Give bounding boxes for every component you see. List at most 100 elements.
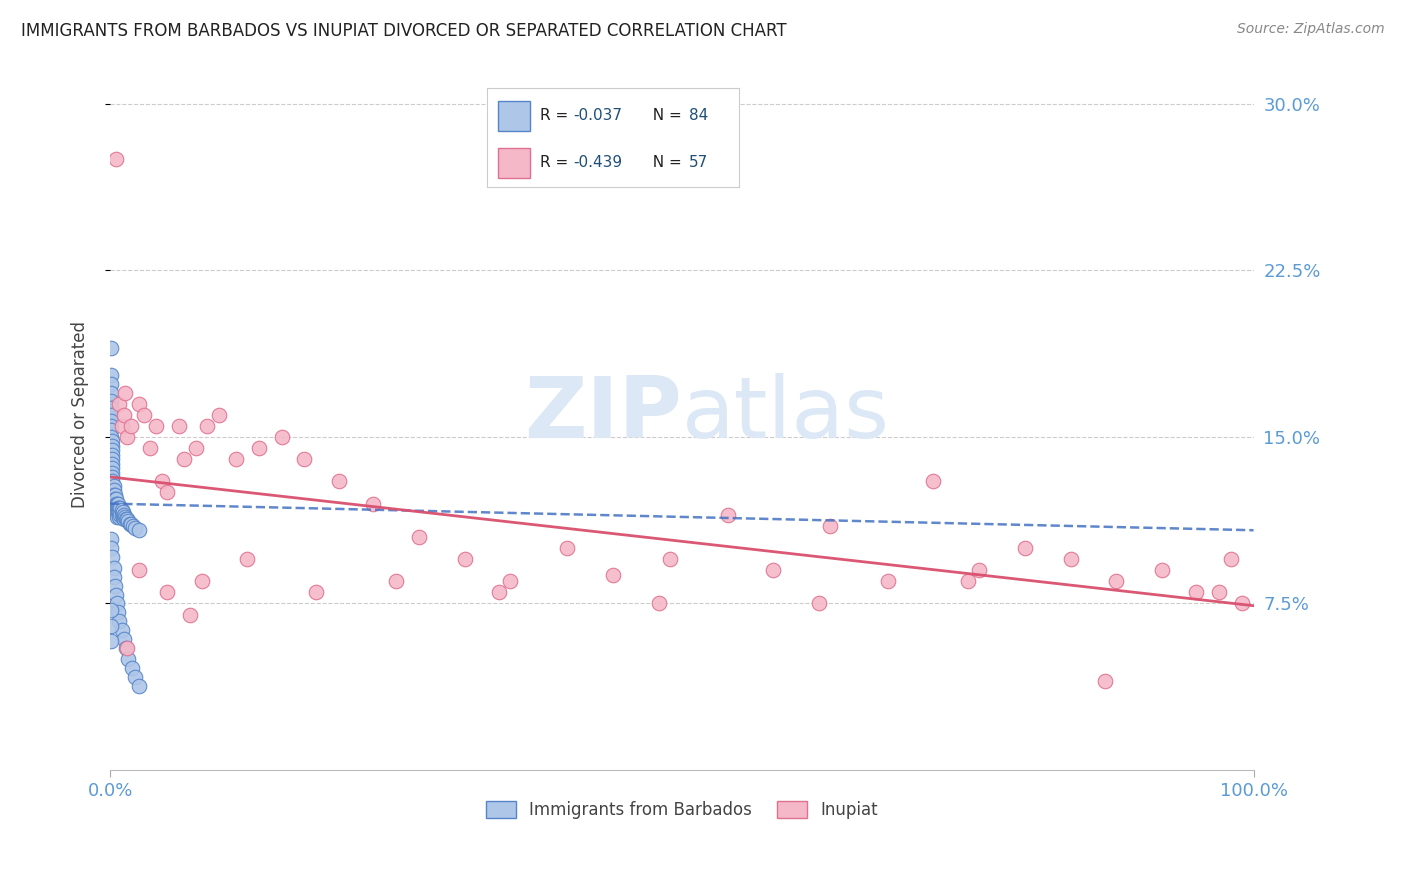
Point	[104, 492, 127, 507]
Point	[557, 541, 579, 555]
Point	[104, 506, 127, 520]
Point	[305, 585, 328, 599]
Point	[104, 153, 127, 167]
Point	[190, 574, 212, 589]
Point	[108, 501, 131, 516]
Point	[112, 512, 135, 526]
Point	[100, 423, 122, 437]
Point	[122, 518, 145, 533]
Point	[328, 475, 350, 489]
Point	[100, 430, 122, 444]
Point	[100, 385, 122, 400]
Point	[808, 597, 831, 611]
Point	[105, 510, 128, 524]
Point	[104, 497, 127, 511]
Point	[602, 567, 624, 582]
Point	[134, 408, 156, 422]
Point	[108, 506, 131, 520]
Point	[100, 368, 122, 382]
Point	[1219, 552, 1241, 566]
Point	[104, 501, 127, 516]
Point	[105, 501, 128, 516]
Point	[100, 341, 122, 355]
Point	[648, 597, 671, 611]
Point	[120, 418, 142, 433]
Point	[111, 506, 134, 520]
Point	[453, 552, 475, 566]
Text: Source: ZipAtlas.com: Source: ZipAtlas.com	[1237, 22, 1385, 37]
Point	[112, 632, 135, 646]
Point	[1014, 541, 1036, 555]
Point	[208, 408, 231, 422]
Point	[100, 418, 122, 433]
Point	[225, 452, 247, 467]
Text: ZIP: ZIP	[524, 373, 682, 457]
Point	[101, 475, 124, 489]
Point	[179, 607, 201, 622]
Point	[104, 501, 127, 516]
Point	[115, 640, 138, 655]
Point	[128, 679, 150, 693]
Point	[103, 570, 125, 584]
Point	[294, 452, 316, 467]
Point	[101, 434, 124, 449]
Point	[103, 488, 125, 502]
Point	[100, 414, 122, 428]
Point	[103, 561, 125, 575]
Point	[100, 541, 122, 555]
Point	[128, 523, 150, 537]
Point	[112, 408, 135, 422]
Point	[101, 439, 124, 453]
Point	[111, 510, 134, 524]
Point	[270, 430, 292, 444]
Point	[488, 585, 510, 599]
Point	[1230, 597, 1253, 611]
Point	[128, 563, 150, 577]
Point	[110, 418, 132, 433]
Point	[101, 457, 124, 471]
Point	[107, 497, 129, 511]
Point	[101, 452, 124, 467]
Point	[100, 618, 122, 632]
Point	[195, 418, 218, 433]
Point	[114, 510, 136, 524]
Point	[659, 552, 682, 566]
Point	[101, 461, 124, 475]
Point	[716, 508, 738, 522]
Point	[104, 488, 127, 502]
Point	[118, 516, 141, 531]
Point	[1152, 563, 1174, 577]
Point	[104, 579, 127, 593]
Point	[103, 501, 125, 516]
Point	[117, 514, 139, 528]
Point	[115, 640, 138, 655]
Point	[167, 418, 190, 433]
Text: IMMIGRANTS FROM BARBADOS VS INUPIAT DIVORCED OR SEPARATED CORRELATION CHART: IMMIGRANTS FROM BARBADOS VS INUPIAT DIVO…	[21, 22, 787, 40]
Point	[104, 497, 127, 511]
Point	[100, 634, 122, 648]
Point	[107, 506, 129, 520]
Point	[107, 606, 129, 620]
Point	[107, 501, 129, 516]
Point	[101, 443, 124, 458]
Point	[1105, 574, 1128, 589]
Point	[115, 512, 138, 526]
Point	[115, 430, 138, 444]
Point	[100, 401, 122, 416]
Point	[104, 506, 127, 520]
Point	[385, 574, 408, 589]
Point	[1094, 674, 1116, 689]
Point	[1208, 585, 1230, 599]
Point	[101, 466, 124, 480]
Point	[408, 530, 430, 544]
Point	[145, 418, 167, 433]
Point	[1185, 585, 1208, 599]
Point	[110, 508, 132, 522]
Point	[156, 485, 179, 500]
Point	[184, 441, 207, 455]
Point	[101, 549, 124, 564]
Point	[110, 503, 132, 517]
Point	[103, 479, 125, 493]
Y-axis label: Divorced or Separated: Divorced or Separated	[72, 321, 89, 508]
Point	[139, 441, 162, 455]
